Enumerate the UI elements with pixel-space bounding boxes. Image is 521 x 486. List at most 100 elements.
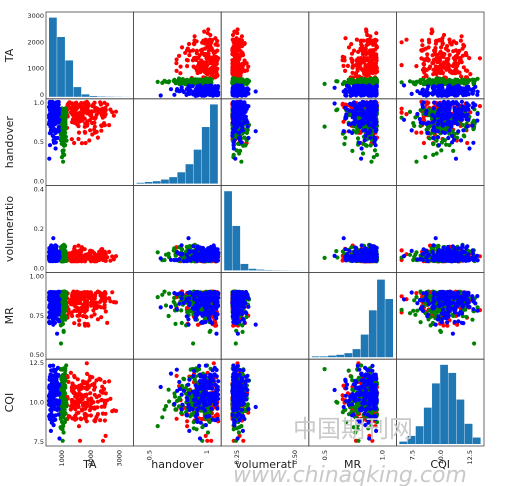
scatter-point — [197, 65, 202, 70]
scatter-point — [419, 48, 424, 53]
scatter-point — [357, 88, 362, 93]
matrix-cell-handover-TA — [45, 98, 134, 187]
histogram-bar — [210, 104, 218, 184]
scatter-point — [446, 48, 451, 53]
scatter-point — [438, 119, 443, 124]
scatter-point — [440, 108, 445, 113]
scatter-point — [445, 58, 450, 63]
scatter-point — [214, 70, 219, 75]
scatter-point — [205, 71, 211, 76]
scatter-point — [372, 135, 377, 141]
scatter-point — [431, 72, 436, 77]
scatter-point — [155, 250, 160, 255]
scatter-point — [435, 129, 441, 134]
scatter-point — [447, 63, 452, 68]
scatter-point — [172, 246, 177, 251]
scatter-point — [353, 71, 358, 76]
scatter-point — [190, 48, 196, 53]
scatter-point — [210, 38, 215, 43]
scatter-point — [177, 78, 183, 83]
histogram-bar — [89, 95, 98, 97]
scatter-point — [206, 27, 211, 32]
histogram-bar — [136, 182, 145, 184]
scatter-point — [399, 106, 404, 111]
histogram-bar — [65, 60, 74, 97]
scatter-point — [322, 124, 327, 129]
scatter-point — [203, 79, 208, 84]
scatter-point — [472, 77, 477, 82]
scatter-point — [215, 66, 220, 71]
scatter-point — [92, 124, 97, 129]
scatter-point — [237, 151, 242, 156]
scatter-point — [346, 122, 351, 127]
scatter-point — [193, 92, 198, 98]
scatter-point — [85, 100, 90, 105]
histogram-bar — [49, 17, 57, 97]
scatter-point — [471, 140, 476, 145]
scatter-point — [60, 141, 65, 147]
scatter-point — [179, 45, 185, 50]
scatter-point — [79, 141, 84, 146]
scatter-point — [233, 78, 238, 83]
scatter-point — [163, 252, 169, 257]
scatter-point — [54, 248, 59, 253]
scatter-point — [198, 89, 203, 94]
scatter-point — [343, 68, 348, 73]
scatter-point — [374, 78, 380, 83]
scatter-point — [459, 117, 465, 122]
scatter-point — [355, 136, 361, 141]
scatter-point — [431, 78, 436, 83]
scatter-point — [450, 89, 455, 95]
histogram-bar — [57, 37, 65, 97]
matrix-cell-handover-CQI — [395, 98, 485, 187]
scatter-point — [48, 128, 54, 133]
scatter-point — [212, 63, 217, 68]
scatter-point — [75, 118, 80, 123]
scatter-point — [174, 57, 179, 62]
matrix-cell-volumeratio-handover — [133, 185, 222, 273]
scatter-point — [193, 55, 198, 60]
scatter-point — [401, 83, 407, 88]
scatter-point — [354, 93, 359, 98]
scatter-point — [438, 55, 443, 60]
scatter-point — [428, 64, 433, 69]
scatter-point — [430, 29, 435, 34]
scatter-point — [197, 83, 203, 88]
scatter-point — [76, 136, 81, 142]
scatter-point — [440, 88, 445, 93]
scatter-point — [374, 44, 379, 49]
scatter-point — [373, 100, 378, 105]
scatter-point — [69, 254, 74, 259]
scatter-point — [79, 245, 84, 250]
scatter-point — [424, 111, 429, 116]
scatter-point — [464, 87, 469, 92]
matrix-cell-TA-CQI — [395, 11, 485, 100]
scatter-point — [350, 109, 355, 114]
scatter-point — [374, 31, 379, 36]
scatter-point — [366, 65, 371, 70]
scatter-point — [47, 122, 53, 127]
scatter-point — [340, 58, 345, 63]
scatter-point — [47, 118, 53, 123]
scatter-point — [430, 91, 435, 96]
scatter-point — [192, 34, 197, 39]
scatter-point — [181, 89, 186, 95]
scatter-point — [470, 123, 475, 128]
scatter-point — [461, 65, 466, 70]
scatter-point — [455, 85, 460, 90]
scatter-point — [373, 64, 378, 69]
scatter-point — [53, 146, 58, 151]
scatter-point — [439, 45, 444, 50]
scatter-point — [450, 133, 455, 138]
scatter-point — [356, 56, 361, 61]
scatter-point — [368, 143, 373, 148]
scatter-point — [178, 71, 183, 76]
scatter-point — [461, 105, 466, 110]
scatter-point — [186, 236, 191, 241]
scatter-point — [62, 137, 67, 142]
scatter-point — [50, 259, 55, 264]
scatter-point — [373, 122, 378, 127]
scatter-point — [422, 62, 427, 67]
scatter-point — [456, 129, 461, 134]
scatter-point — [413, 82, 418, 87]
